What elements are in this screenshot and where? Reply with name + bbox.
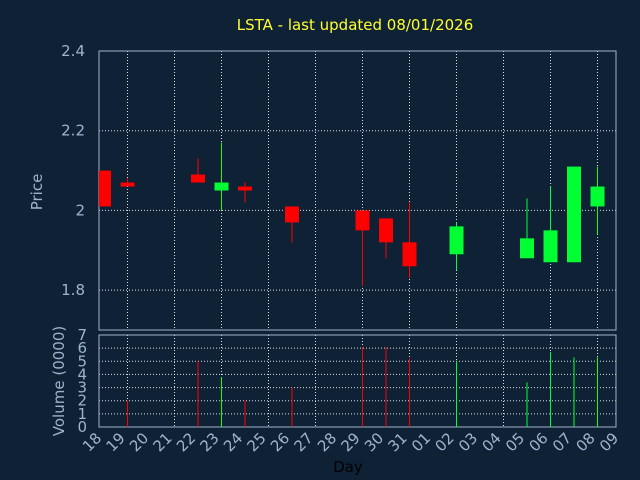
volume-tick-label: 0 bbox=[77, 418, 87, 436]
x-tick-label: 29 bbox=[337, 429, 363, 455]
candle-body bbox=[99, 170, 111, 207]
x-tick-label: 01 bbox=[408, 429, 434, 455]
price-tick-label: 2 bbox=[75, 201, 85, 219]
volume-tick-label: 4 bbox=[77, 365, 87, 383]
x-tick-label: 09 bbox=[596, 429, 622, 455]
candle-24 bbox=[238, 182, 252, 203]
x-tick-label: 23 bbox=[196, 429, 222, 455]
x-axis-label: Day bbox=[333, 458, 363, 476]
volume-grid bbox=[99, 334, 616, 427]
x-tick-label: 31 bbox=[384, 429, 410, 455]
x-tick-label: 04 bbox=[478, 429, 504, 455]
x-tick-label: 05 bbox=[502, 429, 528, 455]
x-tick-label: 22 bbox=[173, 429, 199, 455]
volume-axis-label: Volume (0000) bbox=[50, 326, 68, 436]
candle-18 bbox=[99, 170, 111, 207]
chart-title: LSTA - last updated 08/01/2026 bbox=[237, 16, 474, 34]
price-axis: 1.8 2 2.2 2.4 bbox=[61, 42, 617, 331]
candle-26 bbox=[285, 206, 299, 243]
candle-body bbox=[238, 186, 252, 191]
candle-31 bbox=[402, 202, 417, 279]
candle-23 bbox=[214, 142, 229, 211]
candle-body bbox=[402, 242, 417, 267]
candle-02 bbox=[449, 222, 464, 271]
candle-body bbox=[520, 238, 534, 259]
x-tick-label: 06 bbox=[525, 429, 551, 455]
candle-08 bbox=[590, 166, 605, 235]
x-tick-label: 08 bbox=[572, 429, 598, 455]
volume-bars bbox=[127, 346, 598, 427]
candle-29 bbox=[355, 210, 370, 287]
price-tick-label: 2.4 bbox=[61, 42, 85, 60]
volume-tick-label: 5 bbox=[77, 352, 87, 370]
x-tick-label: 30 bbox=[361, 429, 387, 455]
price-grid bbox=[99, 50, 616, 330]
price-tick-label: 1.8 bbox=[61, 281, 85, 299]
candle-22 bbox=[191, 158, 205, 183]
volume-tick-label: 1 bbox=[77, 405, 87, 423]
candle-30 bbox=[379, 218, 393, 259]
x-tick-label: 02 bbox=[431, 429, 457, 455]
x-tick-label: 27 bbox=[290, 429, 316, 455]
candle-body bbox=[214, 182, 229, 191]
volume-tick-label: 3 bbox=[77, 379, 87, 397]
candle-06 bbox=[543, 186, 558, 263]
candle-body bbox=[567, 166, 581, 263]
x-tick-label: 07 bbox=[549, 429, 575, 455]
volume-tick-label: 6 bbox=[77, 339, 87, 357]
x-tick-label: 20 bbox=[126, 429, 152, 455]
x-tick-label: 24 bbox=[220, 429, 246, 455]
candle-body bbox=[285, 206, 299, 223]
price-panel-frame bbox=[98, 50, 617, 331]
x-tick-label: 26 bbox=[267, 429, 293, 455]
candle-body bbox=[543, 230, 558, 263]
x-tick-label: 28 bbox=[314, 429, 340, 455]
x-tick-label: 03 bbox=[455, 429, 481, 455]
volume-tick-label: 7 bbox=[77, 326, 87, 344]
x-axis: 1819202122232425262728293031010203040506… bbox=[79, 429, 622, 455]
candle-body bbox=[120, 182, 135, 187]
candle-body bbox=[355, 210, 370, 231]
candle-body bbox=[191, 174, 205, 183]
candle-05 bbox=[520, 198, 534, 259]
candle-body bbox=[379, 218, 393, 243]
candle-body bbox=[449, 226, 464, 255]
candle-07 bbox=[567, 166, 581, 263]
candles bbox=[99, 142, 605, 287]
x-tick-label: 25 bbox=[243, 429, 269, 455]
x-tick-label: 21 bbox=[149, 429, 175, 455]
x-tick-label: 19 bbox=[102, 429, 128, 455]
price-tick-label: 2.2 bbox=[61, 122, 85, 140]
price-axis-label: Price bbox=[28, 174, 46, 211]
volume-tick-label: 2 bbox=[77, 392, 87, 410]
candle-19 bbox=[120, 178, 135, 187]
volume-panel-frame bbox=[98, 334, 617, 428]
candle-body bbox=[590, 186, 605, 207]
